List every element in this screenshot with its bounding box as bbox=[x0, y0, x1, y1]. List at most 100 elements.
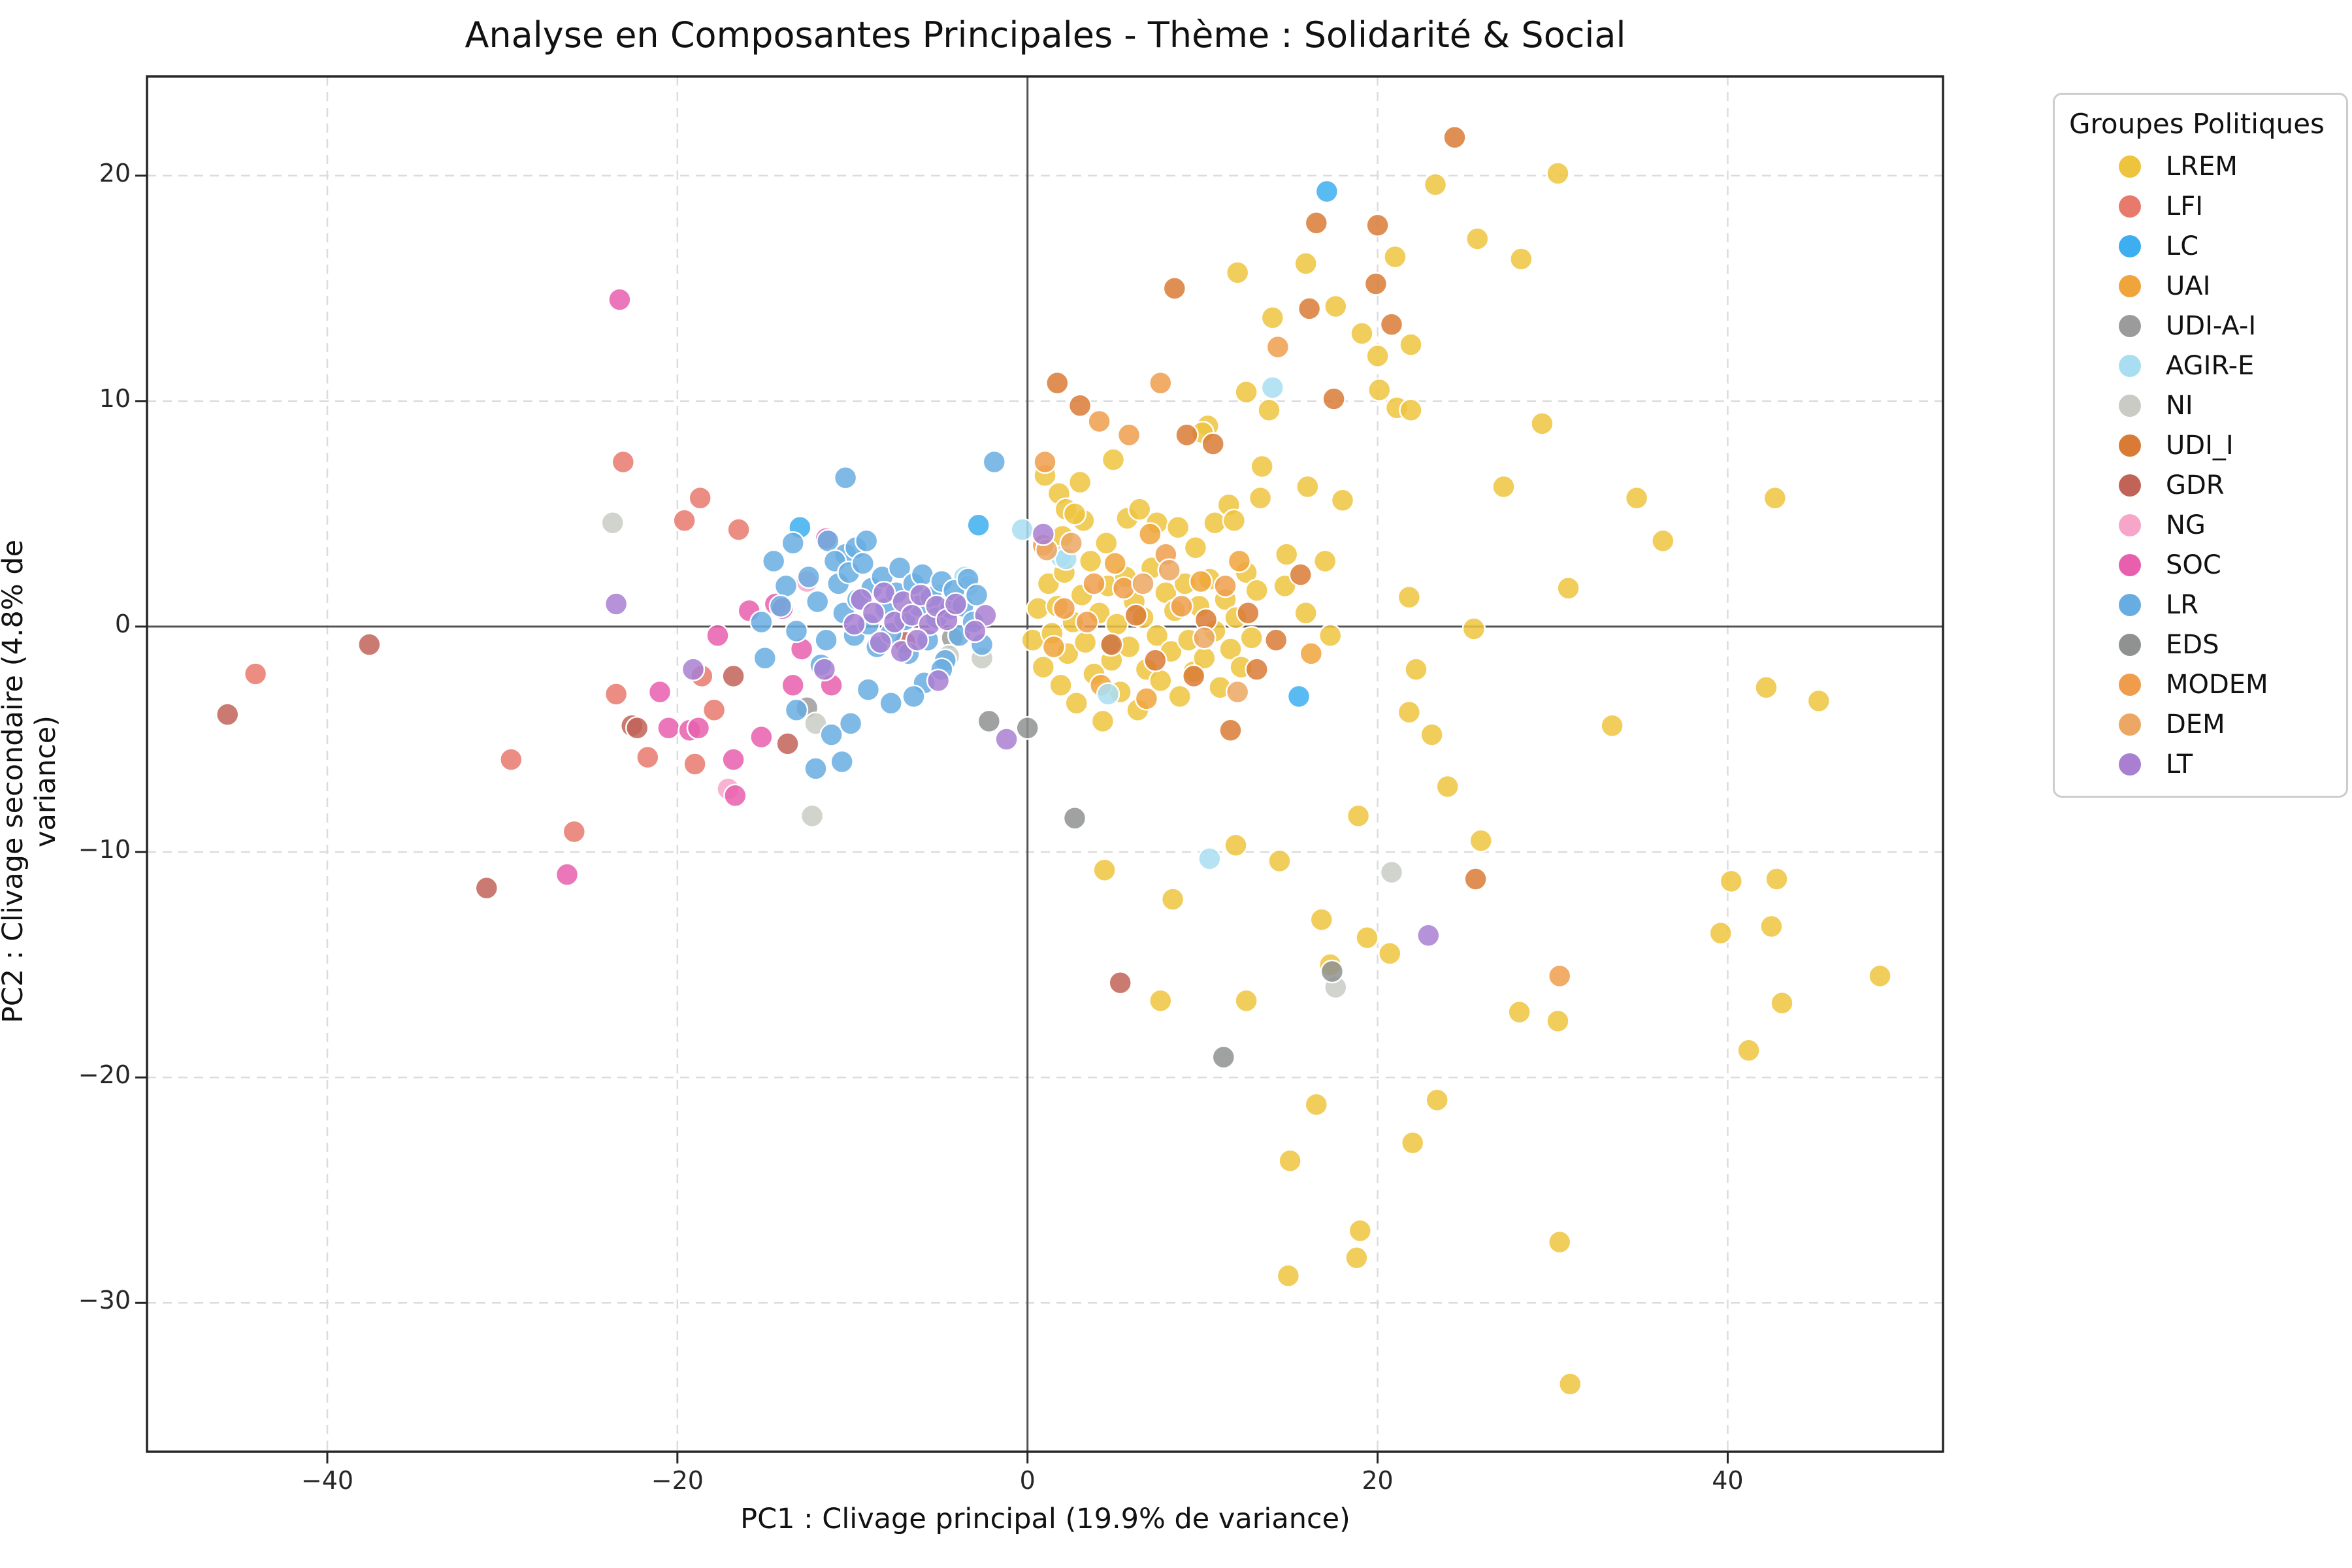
data-point-LFI bbox=[243, 662, 268, 686]
data-point-LREM bbox=[1294, 252, 1318, 276]
data-point-LREM bbox=[1425, 1088, 1449, 1112]
data-point-LR bbox=[768, 594, 793, 619]
data-point-LREM bbox=[1868, 964, 1892, 988]
data-point-LREM bbox=[1355, 925, 1379, 950]
legend-item-label: GDR bbox=[2166, 470, 2225, 500]
x-axis-label: PC1 : Clivage principal (19.9% de varian… bbox=[740, 1503, 1350, 1535]
data-point-DEM bbox=[1192, 626, 1217, 650]
data-point-MODEM bbox=[1149, 371, 1173, 395]
data-point-SOC bbox=[723, 783, 747, 808]
x-tick-label: −20 bbox=[651, 1466, 704, 1495]
data-point-LREM bbox=[1250, 454, 1274, 479]
data-point-SOC bbox=[749, 725, 774, 749]
data-point-LREM bbox=[1166, 515, 1190, 540]
legend-swatch-icon bbox=[2119, 394, 2141, 417]
data-point-LREM bbox=[1168, 684, 1192, 709]
data-point-LREM bbox=[1462, 617, 1486, 641]
legend-item-UDI_I: UDI_I bbox=[2055, 425, 2346, 465]
data-point-MODEM bbox=[1169, 594, 1194, 619]
data-point-UDI_I bbox=[1181, 664, 1206, 689]
legend-item-SOC: SOC bbox=[2055, 545, 2346, 585]
legend-item-EDS: EDS bbox=[2055, 625, 2346, 664]
legend-item-MODEM: MODEM bbox=[2055, 664, 2346, 704]
data-point-LC bbox=[966, 513, 990, 537]
data-point-LR bbox=[887, 556, 912, 580]
legend-swatch-icon bbox=[2119, 753, 2141, 776]
data-point-LT bbox=[842, 612, 866, 636]
data-point-UDI_I bbox=[1304, 211, 1329, 235]
data-point-LR bbox=[784, 698, 809, 722]
data-point-GDR bbox=[625, 716, 649, 740]
data-point-LREM bbox=[1492, 474, 1516, 499]
data-point-MODEM bbox=[1052, 596, 1077, 621]
data-point-GDR bbox=[1108, 970, 1132, 995]
data-point-LREM bbox=[1313, 549, 1337, 574]
data-point-UAI bbox=[1299, 642, 1324, 666]
data-point-LREM bbox=[1546, 161, 1570, 186]
legend-swatch-icon bbox=[2119, 155, 2141, 178]
data-point-LT bbox=[604, 592, 629, 616]
data-point-LREM bbox=[1399, 333, 1423, 357]
y-tick-label: 20 bbox=[99, 158, 131, 188]
data-point-SOC bbox=[686, 716, 711, 740]
legend-item-label: LT bbox=[2166, 749, 2193, 779]
legend-item-label: NG bbox=[2166, 510, 2206, 540]
legend-item-DEM: DEM bbox=[2055, 704, 2346, 744]
legend-swatch-icon bbox=[2119, 274, 2141, 297]
legend-item-NG: NG bbox=[2055, 505, 2346, 545]
data-point-UDI_I bbox=[1236, 601, 1260, 625]
legend-items: LREM LFI LC UAI UDI-A-I AGIR-E NI UDI_I GDR NG SOC… bbox=[2055, 146, 2346, 784]
data-point-SOC bbox=[721, 747, 745, 772]
data-point-UDI_I bbox=[1379, 312, 1404, 336]
data-point-UAI bbox=[1134, 687, 1159, 711]
data-point-AGIR-E bbox=[1198, 847, 1222, 871]
data-point-UDI_I bbox=[1463, 867, 1488, 891]
data-point-LREM bbox=[1068, 470, 1092, 495]
data-point-NI bbox=[800, 804, 825, 828]
data-point-LREM bbox=[1420, 723, 1444, 747]
data-point-UDI_I bbox=[1443, 125, 1467, 150]
y-tick-label: 10 bbox=[99, 384, 131, 413]
x-tick-label: 20 bbox=[1362, 1466, 1394, 1495]
data-point-LREM bbox=[1346, 804, 1371, 828]
data-point-UDI_I bbox=[1068, 393, 1092, 418]
data-point-MODEM bbox=[1082, 572, 1106, 596]
data-point-EDS bbox=[1015, 716, 1039, 740]
data-point-LREM bbox=[1330, 488, 1355, 513]
data-point-UDI_I bbox=[1322, 387, 1346, 411]
data-point-LREM bbox=[1101, 448, 1126, 472]
data-point-LREM bbox=[1073, 630, 1098, 655]
data-point-UDI_I bbox=[1218, 718, 1243, 742]
legend-item-label: UAI bbox=[2166, 270, 2211, 301]
data-point-NI bbox=[1379, 860, 1404, 885]
data-point-SOC bbox=[555, 862, 580, 887]
data-point-LT bbox=[872, 580, 896, 605]
legend-swatch-icon bbox=[2119, 713, 2141, 736]
legend-item-LFI: LFI bbox=[2055, 186, 2346, 226]
data-point-LREM bbox=[1469, 828, 1493, 853]
data-point-LREM bbox=[1245, 578, 1269, 603]
data-point-LFI bbox=[499, 747, 523, 772]
legend-item-LT: LT bbox=[2055, 744, 2346, 784]
data-point-UAI bbox=[1138, 522, 1162, 546]
data-point-MODEM bbox=[1117, 423, 1141, 447]
data-point-UDI_I bbox=[1045, 371, 1070, 395]
data-point-LREM bbox=[1324, 294, 1348, 319]
legend-item-label: LREM bbox=[2166, 151, 2238, 182]
data-point-UDI_I bbox=[1288, 563, 1313, 587]
data-point-LREM bbox=[1031, 655, 1056, 679]
legend-item-label: SOC bbox=[2166, 549, 2221, 580]
data-point-UDI_I bbox=[1245, 657, 1269, 681]
data-point-LREM bbox=[1267, 849, 1292, 874]
data-point-LREM bbox=[1435, 774, 1460, 799]
data-point-LR bbox=[833, 465, 858, 490]
data-point-LREM bbox=[1737, 1038, 1761, 1063]
data-point-LFI bbox=[727, 517, 751, 542]
data-point-MODEM bbox=[1266, 335, 1290, 359]
data-point-LT bbox=[1031, 522, 1056, 546]
legend-item-label: DEM bbox=[2166, 709, 2225, 740]
data-point-LREM bbox=[1759, 914, 1784, 939]
data-point-LREM bbox=[1350, 321, 1374, 346]
data-point-LT bbox=[868, 630, 892, 655]
